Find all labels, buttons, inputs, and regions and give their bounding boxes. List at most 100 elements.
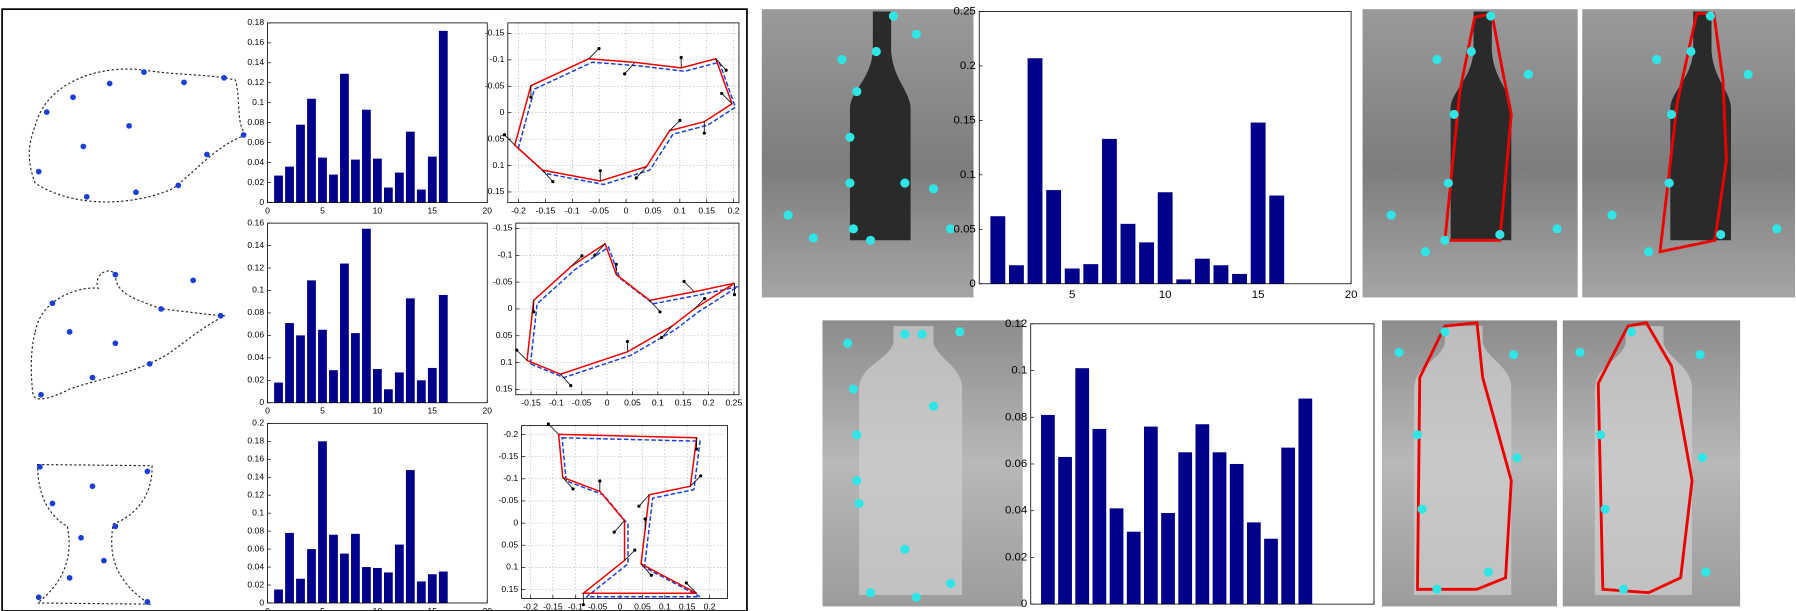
photos <box>761 9 1796 607</box>
y-tick-label: -0.1 <box>503 473 518 483</box>
bar <box>296 335 305 403</box>
y-tick-label: 0 <box>1021 598 1027 610</box>
y-tick-label: 0.08 <box>247 525 264 535</box>
y-tick-label: 0 <box>259 597 264 607</box>
correspondence <box>613 520 625 533</box>
sample-point <box>732 293 737 297</box>
x-tick-label: 10 <box>373 606 383 611</box>
sample-point <box>571 487 575 491</box>
correspondence <box>624 549 636 561</box>
y-tick-label: 0.18 <box>247 436 264 446</box>
y-tick-label: 0.02 <box>1005 551 1027 563</box>
sample-point <box>529 95 533 99</box>
bar <box>329 534 338 603</box>
x-tick-label: 5 <box>320 406 325 416</box>
x-tick-label: -0.2 <box>523 601 538 611</box>
x-tick-label: 0 <box>618 601 623 611</box>
silhouettes <box>28 68 249 605</box>
contour-estimate <box>529 246 739 379</box>
bar <box>438 30 448 203</box>
x-tick-label: 0.25 <box>726 398 743 408</box>
x-tick-label: 10 <box>373 406 383 416</box>
x-tick-label: 20 <box>482 606 492 611</box>
y-tick-label: 0.16 <box>247 37 264 47</box>
correspondence <box>635 166 647 179</box>
y-tick-label: 0.02 <box>247 375 264 385</box>
bar <box>340 553 349 603</box>
sample-point <box>625 339 629 344</box>
y-tick-label: 0.08 <box>247 117 264 127</box>
y-tick-label: 0.15 <box>488 186 505 196</box>
y-tick-label: -0.05 <box>499 495 519 505</box>
x-tick-label: -0.2 <box>511 205 526 215</box>
sample-point <box>643 517 647 521</box>
y-tick-label: 0.1 <box>960 169 976 181</box>
x-tick-label: 5 <box>1069 289 1075 301</box>
y-tick-label: 0.04 <box>247 561 264 571</box>
y-tick-label: -0.1 <box>498 250 513 260</box>
y-tick-label: 0.25 <box>954 5 976 17</box>
bar <box>1144 426 1158 605</box>
correspondence <box>638 494 650 507</box>
sample-point <box>633 548 637 552</box>
plot-frame <box>267 222 488 404</box>
bar <box>383 187 393 203</box>
plot-frame <box>1030 323 1375 605</box>
bar <box>1008 265 1024 284</box>
sample-point <box>702 131 706 135</box>
correspondence <box>686 582 697 594</box>
y-tick-label: -0.05 <box>485 81 505 91</box>
bar <box>405 131 415 203</box>
correspondence <box>562 477 574 490</box>
bar <box>307 549 316 603</box>
bar <box>329 370 338 403</box>
x-tick-label: 10 <box>373 205 383 215</box>
sample-point <box>546 422 550 426</box>
correspondence <box>690 475 702 487</box>
y-tick-label: 0.06 <box>247 330 264 340</box>
plot-frame <box>978 11 1352 285</box>
y-tick-label: 0.04 <box>247 157 264 167</box>
correspondence <box>649 300 661 313</box>
bar <box>1046 190 1062 284</box>
x-tick-label: -0.15 <box>521 398 541 408</box>
y-tick-label: 0.1 <box>506 562 518 572</box>
y-tick-label: 0.12 <box>247 489 264 499</box>
plot-frame <box>267 22 488 203</box>
left-panel-border <box>1 8 748 611</box>
y-tick-label: -0.1 <box>490 54 505 64</box>
y-tick-label: 0.04 <box>1005 505 1028 517</box>
bar <box>416 380 426 403</box>
y-tick-label: 0.16 <box>247 454 264 464</box>
y-tick-label: 0.2 <box>960 60 976 72</box>
bar <box>285 532 294 603</box>
x-tick-label: 15 <box>1252 289 1265 301</box>
x-tick-label: -0.15 <box>536 205 556 215</box>
chart: -0.15 -0.1 -0.05 0 0.05 0.1 0.15 -0.15 -0.1 -0.05… <box>493 222 743 408</box>
bar <box>416 189 426 203</box>
bar <box>1139 242 1155 284</box>
y-tick-label: 0.1 <box>492 160 504 170</box>
sample-point <box>682 279 686 284</box>
bar <box>362 567 371 603</box>
correspondence <box>624 62 636 75</box>
y-tick-label: 0.18 <box>247 17 264 27</box>
x-tick-label: 0.2 <box>704 601 716 611</box>
bar <box>372 369 382 403</box>
y-tick-label: 0.05 <box>496 330 513 340</box>
x-tick-label: 0 <box>265 406 270 416</box>
correspondence <box>542 169 554 182</box>
y-tick-label: -0.2 <box>503 429 518 439</box>
x-tick-label: 10 <box>1159 289 1172 301</box>
bar <box>427 574 437 603</box>
sample-point <box>703 297 707 301</box>
x-tick-label: -0.05 <box>572 398 592 408</box>
x-tick-label: 10 <box>1196 610 1209 611</box>
x-tick-label: 0 <box>265 205 270 215</box>
bar <box>1041 414 1055 605</box>
plot-area <box>521 425 728 599</box>
sample-point <box>695 447 699 451</box>
